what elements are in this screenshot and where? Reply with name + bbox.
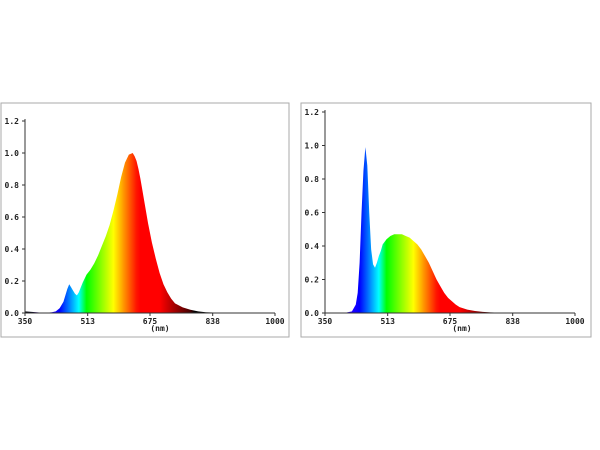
y-tick-label: 0.8 <box>5 181 20 190</box>
spectrum-area <box>25 153 275 313</box>
x-tick-label: 513 <box>80 317 95 326</box>
panel-frame <box>300 102 592 338</box>
chart-panel-left: 0.0 0.2 0.4 0.6 0.8 1.0 1.2 350 513 675 838 1000 (n… <box>0 102 290 338</box>
y-tick-label: 1.0 <box>305 142 320 151</box>
x-tick-label: 1000 <box>565 317 584 326</box>
x-tick-label: 838 <box>505 317 520 326</box>
y-tick-label: 0.2 <box>305 276 320 285</box>
y-tick-label: 0.6 <box>5 213 20 222</box>
y-tick-label: 0.6 <box>305 209 320 218</box>
x-tick-label: 675 <box>143 317 158 326</box>
panel-frame <box>0 102 290 338</box>
y-tick-label: 1.2 <box>5 117 20 126</box>
x-tick-label: 513 <box>380 317 395 326</box>
x-axis-label: (nm) <box>452 324 471 333</box>
x-tick-label: 350 <box>18 317 33 326</box>
y-tick-label: 0.8 <box>305 175 320 184</box>
x-axis-label: (nm) <box>150 324 169 333</box>
y-tick-label: 0.4 <box>5 245 20 254</box>
y-tick-label: 0.2 <box>5 277 20 286</box>
x-tick-label: 838 <box>205 317 220 326</box>
y-tick-label: 0.4 <box>305 242 320 251</box>
plot-area: 0.0 0.2 0.4 0.6 0.8 1.0 1.2 350 513 675 838 1000 <box>5 117 285 326</box>
plot-area: 0.0 0.2 0.4 0.6 0.8 1.0 1.2 350 513 675 838 1000 <box>305 108 585 326</box>
x-tick-label: 1000 <box>265 317 284 326</box>
chart-panel-right: 0.0 0.2 0.4 0.6 0.8 1.0 1.2 350 513 675 838 1000 (n… <box>300 102 592 338</box>
x-tick-label: 675 <box>443 317 458 326</box>
spectrum-area <box>325 147 575 313</box>
x-tick-label: 350 <box>318 317 333 326</box>
y-tick-label: 0.0 <box>305 309 320 318</box>
y-tick-label: 1.0 <box>5 149 20 158</box>
y-tick-label: 1.2 <box>305 108 320 117</box>
y-tick-label: 0.0 <box>5 309 20 318</box>
